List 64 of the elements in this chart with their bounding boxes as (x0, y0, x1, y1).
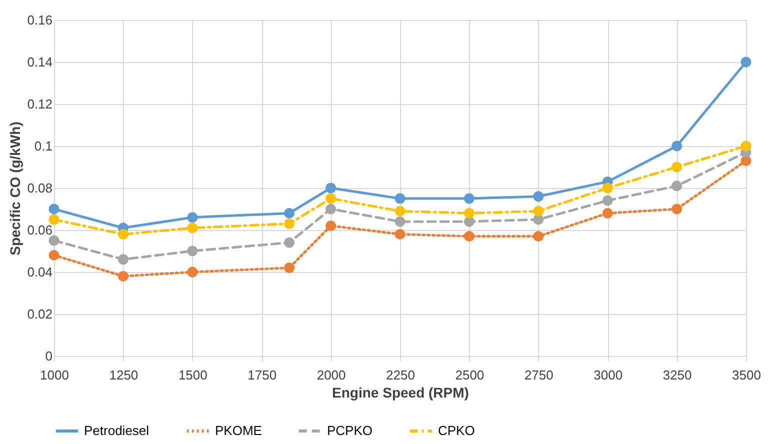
point (48, 250, 60, 260)
point (284, 237, 295, 248)
x-tick-label: 1500 (178, 368, 208, 382)
y-tick-label: 0.08 (27, 180, 52, 196)
legend-label: CPKO (438, 423, 475, 438)
point (326, 204, 336, 214)
point (326, 220, 336, 232)
x-tick-label: 2250 (386, 368, 415, 382)
point (394, 193, 406, 204)
x-tick-label: 1250 (109, 368, 138, 382)
y-tick-label: 0.04 (27, 264, 52, 280)
point (602, 195, 613, 206)
point (118, 270, 128, 282)
x-tick-label: 2500 (455, 368, 484, 382)
point (118, 228, 128, 240)
y-tick-label: 0.02 (27, 306, 52, 322)
point (284, 218, 295, 229)
x-axis-title: Engine Speed (RPM) (332, 384, 469, 400)
point (187, 246, 198, 256)
y-tick-label: 0.06 (27, 222, 52, 238)
point (394, 216, 406, 227)
x-tick-label: 1750 (248, 368, 277, 382)
point (533, 231, 544, 242)
y-tick-label: 0.1 (34, 138, 52, 154)
point (394, 206, 406, 216)
x-tick-label: 1000 (40, 368, 69, 382)
y-tick-label: 0 (45, 348, 52, 364)
legend-label: Petrodiesel (84, 423, 150, 438)
point (187, 222, 198, 234)
point (284, 208, 295, 218)
point (602, 208, 613, 218)
x-tick-label: 3250 (662, 368, 692, 382)
point (464, 231, 474, 242)
legend-label: PCPKO (327, 423, 373, 438)
point (464, 208, 474, 218)
point (740, 56, 752, 68)
point (284, 262, 295, 274)
point (48, 204, 60, 214)
x-tick-label: 3000 (594, 368, 623, 382)
y-axis-title: Specific CO (g/kWh) (7, 122, 24, 256)
point (187, 212, 198, 223)
point (740, 140, 752, 152)
point (533, 206, 544, 216)
point (48, 214, 60, 225)
legend-label: PKOME (215, 423, 262, 438)
y-tick-label: 0.14 (27, 54, 52, 70)
point (118, 254, 128, 265)
x-tick-label: 2000 (316, 368, 346, 382)
point (672, 140, 682, 152)
point (672, 162, 682, 172)
point (464, 193, 474, 204)
point (602, 182, 613, 194)
x-tick-label: 3500 (732, 368, 761, 382)
point (48, 235, 60, 246)
point (326, 182, 336, 194)
y-tick-label: 0.12 (27, 96, 52, 112)
point (326, 193, 336, 204)
x-tick-label: 2750 (524, 368, 554, 382)
point (672, 180, 682, 192)
point (394, 228, 406, 240)
point (672, 204, 682, 214)
point (533, 191, 544, 202)
y-tick-label: 0.16 (27, 12, 52, 28)
point (187, 266, 198, 278)
